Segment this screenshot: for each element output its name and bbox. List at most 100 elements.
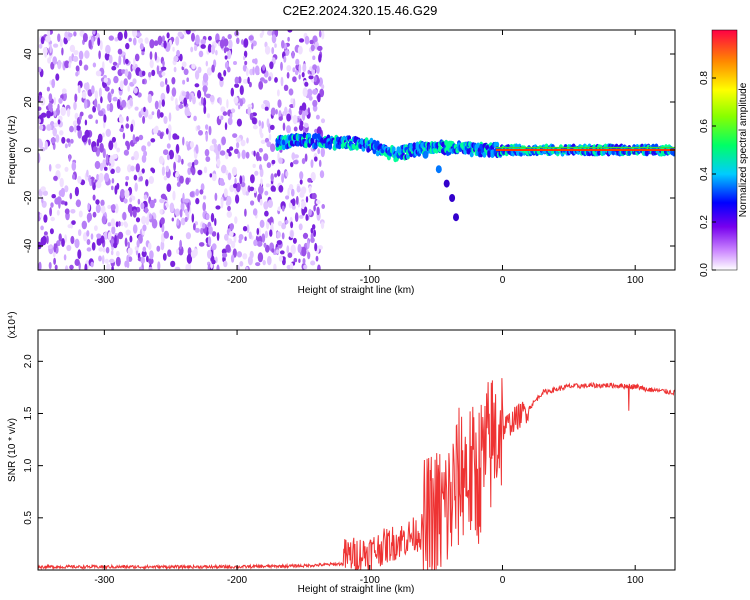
noise-blob (179, 208, 183, 218)
noise-blob (72, 120, 79, 127)
noise-blob (96, 173, 100, 181)
x-tick-label: 100 (627, 275, 644, 286)
noise-blob (53, 110, 57, 117)
noise-blob (140, 256, 146, 265)
noise-blob (109, 155, 115, 165)
noise-blob (195, 144, 199, 154)
noise-blob (295, 64, 299, 70)
noise-blob (111, 185, 114, 191)
noise-blob (282, 122, 286, 131)
noise-blob (209, 94, 215, 103)
noise-blob (88, 114, 93, 120)
noise-blob (53, 175, 58, 181)
noise-blob (278, 157, 283, 164)
noise-blob (38, 66, 42, 73)
noise-blob (225, 169, 229, 176)
noise-blob (180, 217, 186, 226)
noise-blob (317, 264, 321, 270)
noise-blob (56, 209, 60, 216)
noise-blob (104, 166, 108, 171)
noise-blob (92, 211, 97, 218)
noise-blob (78, 229, 82, 237)
noise-blob (106, 104, 110, 112)
noise-blob (313, 229, 316, 237)
noise-blob (230, 108, 236, 113)
noise-blob (171, 87, 177, 97)
noise-blob (74, 186, 79, 197)
noise-blob (49, 228, 54, 235)
noise-blob (108, 140, 114, 151)
noise-blob (166, 143, 171, 149)
noise-blob (281, 205, 285, 212)
noise-blob (207, 43, 212, 53)
noise-blob (71, 161, 77, 171)
noise-blob (286, 125, 291, 134)
noise-blob (298, 64, 302, 74)
noise-blob (141, 145, 147, 152)
noise-blob (68, 61, 72, 69)
noise-blob (119, 116, 124, 124)
noise-blob (318, 30, 322, 38)
noise-blob (70, 138, 74, 144)
noise-blob (214, 192, 218, 201)
noise-blob (73, 50, 79, 56)
noise-blob (117, 231, 124, 240)
noise-blob (134, 106, 139, 111)
noise-blob (105, 153, 109, 164)
noise-blob (205, 60, 208, 67)
noise-blob (136, 32, 142, 37)
noise-blob (236, 37, 240, 45)
noise-blob (267, 255, 272, 266)
noise-blob (246, 224, 250, 234)
noise-blob (143, 150, 148, 157)
noise-blob (241, 149, 246, 160)
noise-blob (265, 183, 270, 188)
noise-blob (61, 238, 65, 247)
noise-blob (46, 124, 52, 131)
spectrogram-x-ticks: -300 -200 -100 0 100 (94, 30, 644, 286)
noise-blob (60, 200, 66, 205)
noise-blob (295, 58, 300, 66)
snr-panel: -300 -200 -100 0 100 0.5 1.0 1.5 2.0 Height of … (7, 311, 676, 595)
noise-blob (232, 248, 237, 258)
noise-blob (97, 103, 101, 112)
noise-blob (211, 138, 217, 145)
x-tick-label: -300 (94, 575, 114, 586)
noise-blob (224, 55, 228, 60)
noise-blob (281, 173, 285, 184)
noise-blob (159, 112, 164, 118)
noise-blob (315, 255, 319, 262)
noise-blob (121, 69, 126, 74)
noise-blob (227, 117, 233, 126)
noise-blob (88, 138, 91, 146)
noise-blob (248, 35, 254, 41)
noise-blob (91, 176, 94, 187)
noise-blob (166, 84, 170, 94)
noise-blob (271, 248, 275, 253)
noise-blob (47, 244, 53, 249)
noise-blob (99, 142, 104, 153)
noise-blob (285, 171, 289, 177)
noise-blob (149, 51, 153, 60)
noise-blob (94, 90, 99, 100)
noise-blob (141, 70, 146, 77)
branch-mark (453, 213, 459, 222)
noise-blob (56, 196, 62, 205)
noise-blob (256, 228, 260, 235)
noise-blob (145, 179, 149, 187)
x-tick-label: 100 (627, 575, 644, 586)
signal-mark (369, 137, 374, 144)
noise-blob (214, 218, 217, 226)
noise-blob (71, 220, 76, 226)
noise-blob (162, 60, 165, 67)
y-tick-label: 0 (23, 147, 34, 153)
noise-blob (205, 156, 211, 163)
noise-blob (179, 239, 183, 250)
noise-blob (241, 175, 245, 184)
noise-blob (120, 221, 124, 227)
noise-blob (239, 85, 244, 96)
noise-blob (175, 143, 180, 154)
noise-blob (290, 162, 294, 168)
noise-blob (270, 173, 274, 182)
noise-blob (111, 226, 116, 235)
